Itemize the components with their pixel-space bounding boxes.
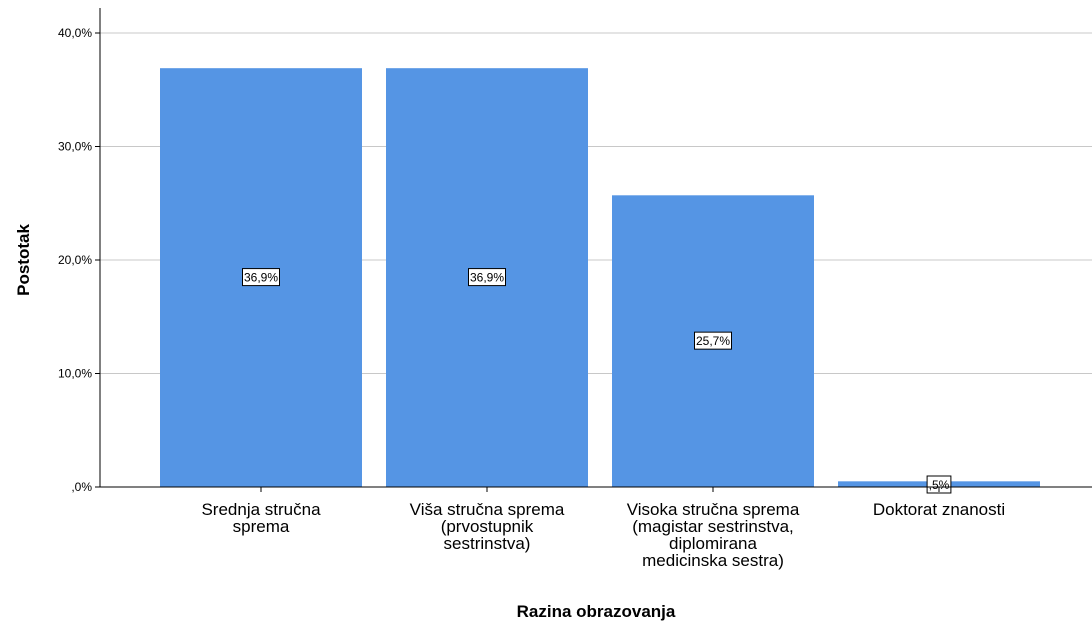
data-label: ,5% <box>929 478 950 492</box>
data-label: 25,7% <box>696 334 730 348</box>
data-label-box <box>926 475 952 494</box>
y-tick-label: 20,0% <box>58 253 92 267</box>
x-tick-label: medicinska sestra) <box>642 551 784 570</box>
data-label-box <box>242 268 280 287</box>
x-tick-label: Viša stručna sprema <box>410 500 565 519</box>
x-tick-label: sestrinstva) <box>444 534 531 553</box>
y-tick-label: ,0% <box>71 480 92 494</box>
y-tick-label: 30,0% <box>58 140 92 154</box>
x-axis-title: Razina obrazovanja <box>517 602 676 621</box>
y-tick-label: 40,0% <box>58 26 92 40</box>
x-tick-label: Visoka stručna sprema <box>627 500 800 519</box>
data-labels: 36,9% 36,9% 25,7% ,5% <box>242 268 952 494</box>
x-tick-label: sprema <box>233 517 290 536</box>
x-tick-label: diplomirana <box>669 534 757 553</box>
bars <box>160 68 1040 487</box>
data-label-box <box>468 268 506 287</box>
x-tick-label: Srednja stručna <box>201 500 321 519</box>
data-label: 36,9% <box>470 271 504 285</box>
x-tick-label: (prvostupnik <box>441 517 534 536</box>
data-label: 36,9% <box>244 271 278 285</box>
y-tick-label: 10,0% <box>58 367 92 381</box>
x-tick-label: Doktorat znanosti <box>873 500 1005 519</box>
y-axis-title: Postotak <box>14 224 33 296</box>
x-tick-label: (magistar sestrinstva, <box>632 517 794 536</box>
data-label-box <box>694 331 732 350</box>
y-axis-tick-labels: ,0% 10,0% 20,0% 30,0% 40,0% <box>58 26 92 494</box>
